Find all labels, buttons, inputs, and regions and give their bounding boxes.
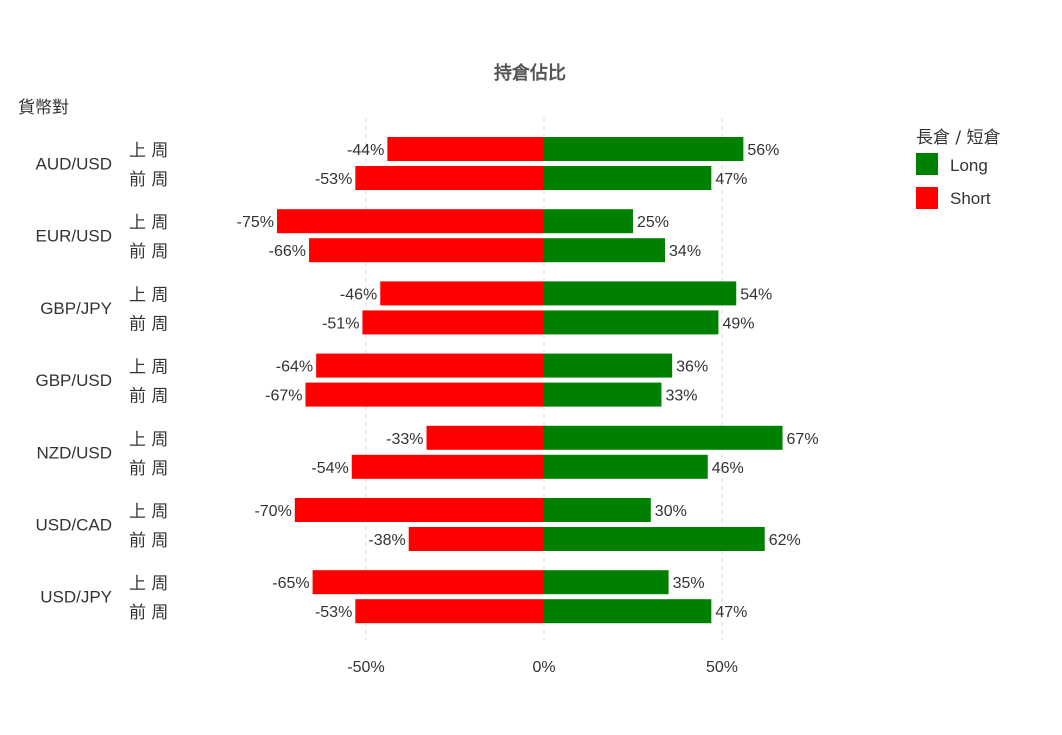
long-value-label: 36% [676,359,708,376]
pair-label: AUD/USD [35,155,112,174]
pair-label: GBP/USD [35,371,112,390]
short-bar [316,353,544,378]
long-bar [544,454,708,479]
short-value-label: -66% [269,243,306,260]
legend: 長倉 / 短倉 Long Short [916,128,1001,209]
short-bar [387,137,544,161]
short-bar [305,382,544,407]
long-value-label: 25% [637,214,669,231]
x-axis-ticks: -50% 0% 50% [347,659,738,676]
week-label: 前 周 [129,170,168,190]
short-bar [380,281,544,306]
week-label: 上 周 [129,574,168,594]
chart-title: 持倉佔比 [494,62,566,84]
short-bar [355,166,544,190]
short-value-label: -65% [272,575,309,592]
x-tick-label: 50% [706,659,738,676]
short-bar [355,599,544,624]
short-value-label: -38% [368,532,405,549]
long-bar [544,570,669,595]
long-value-label: 34% [669,243,701,260]
short-value-label: -53% [315,604,352,621]
long-value-label: 62% [769,532,801,549]
short-bar [362,310,544,335]
long-bar [544,137,744,161]
week-label: 前 周 [129,242,168,262]
legend-short-swatch [916,187,938,209]
pair-label: USD/CAD [35,516,112,535]
long-value-label: 67% [787,431,819,448]
short-bar [312,570,544,595]
long-bar [544,209,633,234]
pair-label: USD/JPY [40,588,112,607]
week-label: 前 周 [129,531,168,551]
week-label: 上 周 [129,213,168,233]
week-label: 前 周 [129,314,168,334]
data-labels: -44% 56% -53% 47% -75% 25% -66% 34% -46% 54% -51% 4… [237,142,819,621]
long-value-label: 46% [712,460,744,477]
short-bar [426,425,544,450]
week-label: 前 周 [129,603,168,623]
long-bar [544,238,666,263]
short-bar [351,454,544,479]
week-label: 上 周 [129,502,168,522]
week-label: 前 周 [129,459,168,479]
long-bar [544,425,783,450]
x-tick-label: -50% [347,659,384,676]
legend-short-label: Short [950,189,991,208]
short-value-label: -67% [265,388,302,405]
bars [277,137,783,624]
short-bar [294,498,544,522]
long-value-label: 47% [715,604,747,621]
y-axis-title: 貨幣對 [18,98,69,118]
short-bar [277,209,544,234]
pair-label: GBP/JPY [40,299,112,318]
gridlines [365,118,723,640]
week-label: 上 周 [129,285,168,305]
long-value-label: 35% [673,575,705,592]
long-value-label: 56% [747,142,779,159]
long-bar [544,498,651,522]
long-bar [544,382,662,407]
pair-label: EUR/USD [35,227,112,246]
long-bar [544,599,712,624]
week-label: 前 周 [129,387,168,407]
long-value-label: 33% [665,388,697,405]
long-value-label: 47% [715,171,747,188]
short-value-label: -53% [315,171,352,188]
long-bar [544,166,712,190]
legend-long-swatch [916,153,938,175]
short-value-label: -54% [311,460,348,477]
long-value-label: 30% [655,503,687,520]
long-value-label: 49% [722,315,754,332]
legend-title: 長倉 / 短倉 [916,128,1001,148]
long-bar [544,310,719,335]
long-bar [544,353,673,378]
week-label: 上 周 [129,141,168,161]
short-bar [408,527,544,551]
short-value-label: -33% [386,431,423,448]
x-tick-label: 0% [532,659,555,676]
week-label: 上 周 [129,358,168,378]
short-value-label: -75% [237,214,274,231]
short-bar [309,238,544,263]
short-value-label: -64% [276,359,313,376]
week-label: 上 周 [129,430,168,450]
short-value-label: -46% [340,286,377,303]
long-bar [544,281,737,306]
short-value-label: -51% [322,315,359,332]
legend-long-label: Long [950,156,988,175]
short-value-label: -70% [254,503,291,520]
long-bar [544,527,765,551]
long-value-label: 54% [740,286,772,303]
short-value-label: -44% [347,142,384,159]
pair-label: NZD/USD [36,443,112,462]
